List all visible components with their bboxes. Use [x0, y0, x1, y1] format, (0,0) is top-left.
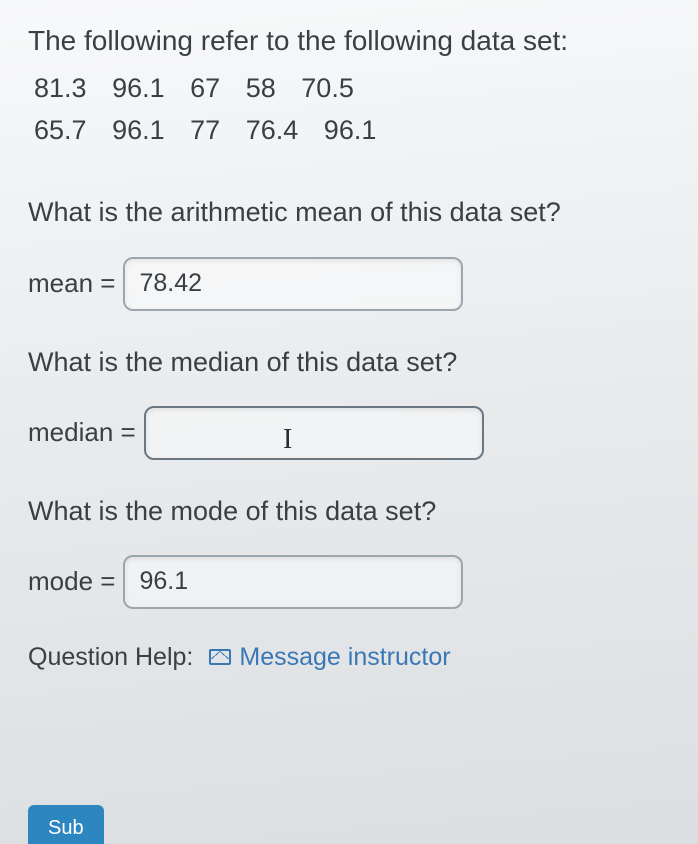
mode-label: mode = — [28, 566, 115, 597]
question-median: What is the median of this data set? — [28, 345, 670, 380]
data-cell: 96.1 — [324, 110, 377, 152]
answer-row-median: median = I — [28, 406, 670, 460]
data-cell: 81.3 — [34, 68, 87, 110]
data-row-2: 65.7 96.1 77 76.4 96.1 — [34, 110, 670, 152]
question-mode: What is the mode of this data set? — [28, 494, 670, 529]
answer-row-mode: mode = — [28, 555, 670, 609]
mean-label: mean = — [28, 268, 115, 299]
message-instructor-text: Message instructor — [239, 643, 450, 672]
data-cell: 58 — [246, 68, 276, 110]
mean-input[interactable] — [123, 257, 463, 311]
question-mean: What is the arithmetic mean of this data… — [28, 195, 670, 230]
mode-input[interactable] — [123, 555, 463, 609]
question-help-row: Question Help: Message instructor — [28, 643, 670, 672]
data-cell: 65.7 — [34, 110, 87, 152]
data-cell: 96.1 — [112, 68, 165, 110]
data-cell: 76.4 — [246, 110, 299, 152]
data-cell: 67 — [190, 68, 220, 110]
data-cell: 96.1 — [112, 110, 165, 152]
data-cell: 77 — [190, 110, 220, 152]
data-set-table: 81.3 96.1 67 58 70.5 65.7 96.1 77 76.4 9… — [34, 68, 670, 152]
envelope-icon — [209, 649, 231, 665]
intro-text: The following refer to the following dat… — [28, 22, 670, 60]
message-instructor-link[interactable]: Message instructor — [209, 643, 450, 672]
data-cell: 70.5 — [301, 68, 354, 110]
median-input[interactable] — [144, 406, 484, 460]
help-label: Question Help: — [28, 643, 193, 672]
answer-row-mean: mean = — [28, 257, 670, 311]
median-label: median = — [28, 417, 136, 448]
data-row-1: 81.3 96.1 67 58 70.5 — [34, 68, 670, 110]
submit-button[interactable]: Sub — [28, 805, 104, 844]
